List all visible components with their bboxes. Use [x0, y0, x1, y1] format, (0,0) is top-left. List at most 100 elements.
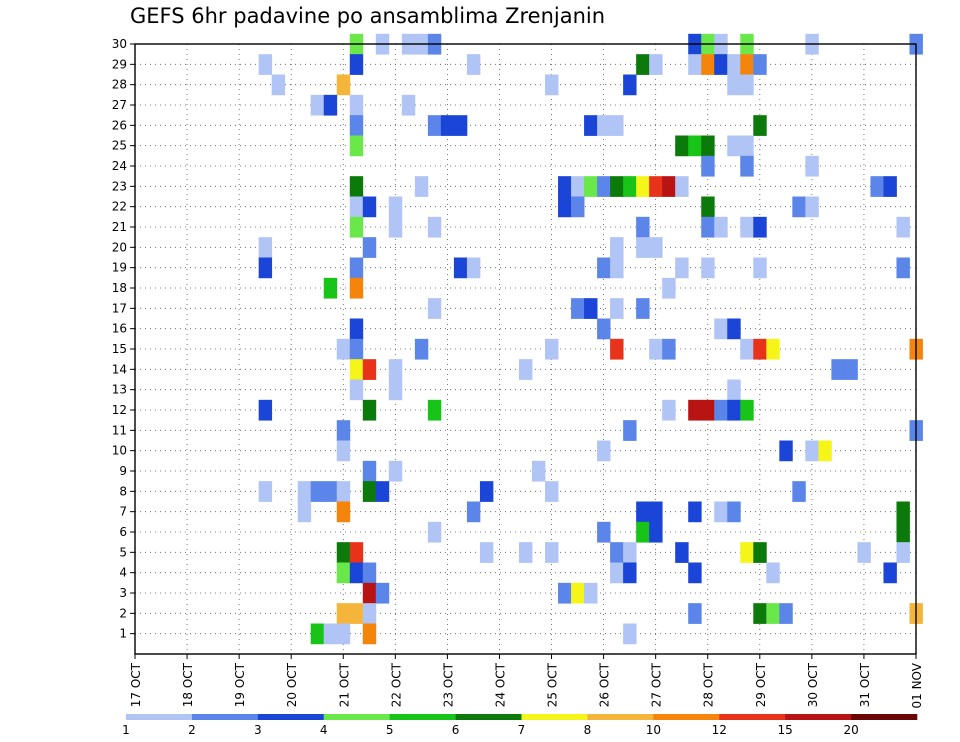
- heatmap-cell: [375, 481, 390, 502]
- x-tick-label: 19 OCT: [233, 662, 247, 707]
- x-tick-label: 26 OCT: [598, 662, 612, 707]
- heatmap-cell: [349, 379, 364, 401]
- heatmap-cell: [584, 582, 598, 604]
- heatmap-cell: [258, 54, 273, 75]
- legend-label: 12: [712, 723, 727, 737]
- heatmap-cell: [349, 54, 364, 75]
- heatmap-cell: [779, 440, 793, 462]
- y-tick-label: 9: [119, 464, 127, 478]
- heatmap-cell: [349, 115, 364, 136]
- legend-swatch: [323, 714, 390, 720]
- heatmap-cell: [766, 562, 780, 584]
- heatmap-cell: [310, 623, 325, 645]
- heatmap-cell: [766, 338, 780, 360]
- heatmap-cell: [336, 74, 351, 96]
- heatmap-cell: [896, 542, 910, 563]
- heatmap-cell: [701, 257, 715, 279]
- heatmap-cell: [727, 135, 741, 157]
- heatmap-cell: [349, 603, 364, 624]
- heatmap-cell: [362, 582, 377, 604]
- heatmap-cell: [362, 562, 377, 584]
- y-tick-label: 8: [119, 484, 127, 498]
- heatmap-cell: [545, 74, 559, 96]
- heatmap-cell: [336, 562, 351, 584]
- heatmap-cell: [688, 562, 702, 584]
- heatmap-cell: [336, 338, 351, 360]
- heatmap-cell: [310, 481, 325, 502]
- x-tick-label: 30 OCT: [806, 662, 820, 707]
- heatmap-cell: [310, 94, 325, 116]
- y-tick-label: 23: [112, 179, 127, 193]
- heatmap-cell: [610, 237, 624, 258]
- heatmap-cell: [701, 155, 715, 177]
- heatmap-cell: [597, 176, 611, 197]
- heatmap-cell: [766, 603, 780, 624]
- heatmap-cell: [349, 176, 364, 197]
- heatmap-cell: [610, 298, 624, 319]
- heatmap-cell: [623, 420, 637, 441]
- x-tick-label: 21 OCT: [337, 662, 351, 707]
- heatmap-cell: [649, 237, 663, 258]
- heatmap-cell: [649, 501, 663, 523]
- heatmap-cell: [753, 54, 767, 75]
- legend-swatch: [785, 714, 852, 720]
- y-tick-label: 16: [112, 322, 127, 336]
- heatmap-cell: [727, 501, 741, 523]
- heatmap-cell: [740, 74, 754, 96]
- heatmap-cell: [740, 216, 754, 238]
- legend-label: 6: [452, 723, 460, 737]
- heatmap-cell: [714, 54, 728, 75]
- heatmap-cell: [349, 196, 364, 218]
- heatmap-cell: [740, 155, 754, 177]
- heatmap-cell: [466, 257, 481, 279]
- heatmap-cell: [362, 359, 377, 380]
- y-tick-label: 18: [112, 281, 127, 295]
- heatmap-cell: [636, 501, 650, 523]
- heatmap-cells: [258, 33, 923, 645]
- heatmap-cell: [753, 216, 767, 238]
- heatmap-cell: [349, 216, 364, 238]
- heatmap-cell: [349, 542, 364, 563]
- y-tick-label: 15: [112, 342, 127, 356]
- heatmap-cell: [427, 521, 442, 543]
- heatmap-cell: [336, 481, 351, 502]
- heatmap-cell: [336, 440, 351, 462]
- heatmap-cell: [362, 603, 377, 624]
- heatmap-cell: [323, 481, 338, 502]
- heatmap-cell: [636, 298, 650, 319]
- y-tick-label: 21: [112, 220, 127, 234]
- x-tick-label: 17 OCT: [129, 662, 143, 707]
- heatmap-cell: [727, 318, 741, 340]
- chart-title: GEFS 6hr padavine po ansamblima Zrenjani…: [130, 4, 606, 28]
- heatmap-cell: [662, 338, 676, 360]
- heatmap-cell: [584, 298, 598, 319]
- heatmap-cell: [623, 176, 637, 197]
- heatmap-cell: [714, 318, 728, 340]
- heatmap-cell: [362, 196, 377, 218]
- y-tick-label: 5: [119, 545, 127, 559]
- heatmap-cell: [727, 54, 741, 75]
- heatmap-cell: [688, 603, 702, 624]
- heatmap-cell: [753, 542, 767, 563]
- heatmap-cell: [349, 94, 364, 116]
- heatmap-cell: [636, 521, 650, 543]
- heatmap-cell: [701, 196, 715, 218]
- heatmap-cell: [362, 623, 377, 645]
- y-tick-label: 20: [112, 240, 127, 254]
- heatmap-cell: [701, 216, 715, 238]
- heatmap-cell: [688, 399, 702, 421]
- heatmap-cell: [362, 460, 377, 482]
- heatmap-cell: [675, 257, 689, 279]
- y-tick-label: 1: [119, 627, 127, 641]
- y-tick-label: 19: [112, 261, 127, 275]
- y-tick-label: 14: [112, 362, 127, 376]
- heatmap-cell: [844, 359, 858, 380]
- heatmap-cell: [336, 501, 351, 523]
- heatmap-cell: [714, 399, 728, 421]
- heatmap-cell: [518, 542, 533, 563]
- y-tick-label: 11: [112, 423, 127, 437]
- legend-label: 10: [646, 723, 661, 737]
- heatmap-cell: [323, 94, 338, 116]
- heatmap-cell: [323, 623, 338, 645]
